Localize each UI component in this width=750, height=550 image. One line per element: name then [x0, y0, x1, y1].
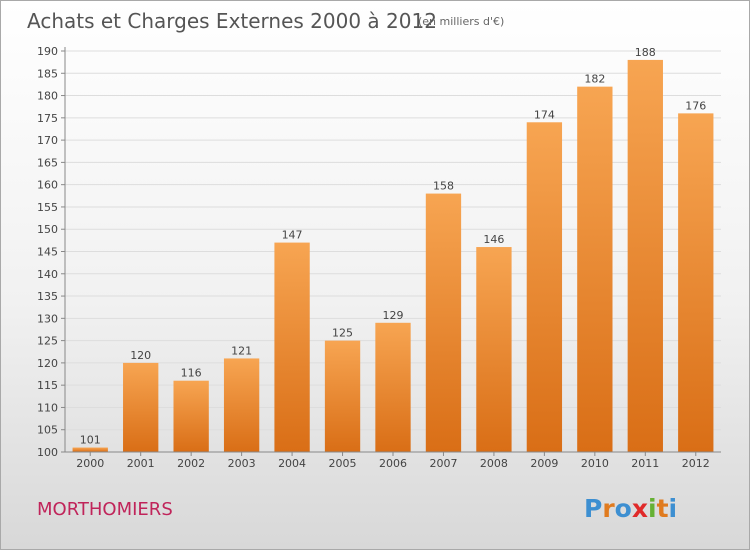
- y-tick-label: 140: [37, 268, 58, 281]
- y-tick-label: 120: [37, 357, 58, 370]
- bar-value-label: 146: [483, 233, 504, 246]
- bar-value-label: 125: [332, 327, 353, 340]
- bar-value-label: 129: [383, 309, 404, 322]
- x-tick-label: 2005: [329, 457, 357, 470]
- bar: [123, 362, 159, 452]
- x-tick-label: 2011: [631, 457, 659, 470]
- x-tick-label: 2006: [379, 457, 407, 470]
- bar: [274, 242, 310, 452]
- x-tick-label: 2000: [76, 457, 104, 470]
- bar-value-label: 158: [433, 180, 454, 193]
- y-tick-label: 150: [37, 223, 58, 236]
- y-tick-label: 180: [37, 90, 58, 103]
- bar-value-label: 182: [584, 73, 605, 86]
- y-tick-label: 130: [37, 312, 58, 325]
- x-tick-label: 2012: [682, 457, 710, 470]
- x-tick-label: 2003: [228, 457, 256, 470]
- bar: [324, 340, 361, 452]
- y-tick-label: 160: [37, 179, 58, 192]
- bar: [577, 86, 613, 453]
- bar: [223, 358, 260, 452]
- bar: [627, 59, 663, 453]
- y-tick-label: 110: [37, 401, 58, 414]
- y-tick-label: 170: [37, 134, 58, 147]
- bar-value-label: 174: [534, 108, 555, 121]
- x-tick-label: 2004: [278, 457, 306, 470]
- x-tick-label: 2002: [177, 457, 205, 470]
- x-tick-label: 2007: [429, 457, 457, 470]
- y-tick-label: 185: [37, 67, 58, 80]
- bar: [678, 113, 714, 452]
- y-tick-label: 190: [37, 45, 58, 58]
- x-tick-label: 2010: [581, 457, 609, 470]
- bar-value-label: 176: [685, 99, 706, 112]
- bar: [476, 247, 512, 452]
- bar: [425, 193, 462, 453]
- bar: [72, 447, 108, 452]
- bars: 101 120 116 121 147 125 129 158 146 174 182 188 176: [72, 46, 714, 453]
- y-tick-label: 175: [37, 112, 58, 125]
- chart-title: Achats et Charges Externes 2000 à 2012: [27, 9, 437, 33]
- bar-value-label: 116: [181, 367, 202, 380]
- y-tick-label: 115: [37, 379, 58, 392]
- y-tick-label: 125: [37, 335, 58, 348]
- logo-letter: r: [602, 494, 615, 523]
- y-tick-label: 105: [37, 424, 58, 437]
- y-tick-label: 135: [37, 290, 58, 303]
- y-tick-label: 100: [37, 446, 58, 459]
- bar-value-label: 121: [231, 344, 252, 357]
- x-tick-label: 2009: [530, 457, 558, 470]
- bar-value-label: 120: [130, 349, 151, 362]
- bar-value-label: 188: [635, 46, 656, 59]
- logo-letter: t: [657, 494, 669, 523]
- bar: [526, 122, 563, 453]
- y-tick-label: 145: [37, 246, 58, 259]
- bar: [173, 380, 209, 452]
- proxiti-logo: Proxiti: [584, 494, 677, 523]
- logo-letter: x: [632, 494, 648, 523]
- bar-value-label: 101: [80, 434, 101, 447]
- bar: [375, 322, 411, 452]
- axes: 100 105 110 115 120 125 130 135 140 145 150 155 160 1…: [37, 45, 721, 470]
- x-tick-label: 2008: [480, 457, 508, 470]
- y-tick-label: 155: [37, 201, 58, 214]
- logo-letter: P: [584, 494, 602, 523]
- chart-subtitle: (en milliers d'€): [418, 15, 504, 28]
- location-label: MORTHOMIERS: [37, 499, 173, 520]
- logo-letter: i: [669, 494, 678, 523]
- bar-value-label: 147: [282, 229, 303, 242]
- logo-letter: i: [648, 494, 657, 523]
- logo-letter: o: [615, 494, 632, 523]
- y-tick-label: 165: [37, 156, 58, 169]
- x-tick-label: 2001: [127, 457, 155, 470]
